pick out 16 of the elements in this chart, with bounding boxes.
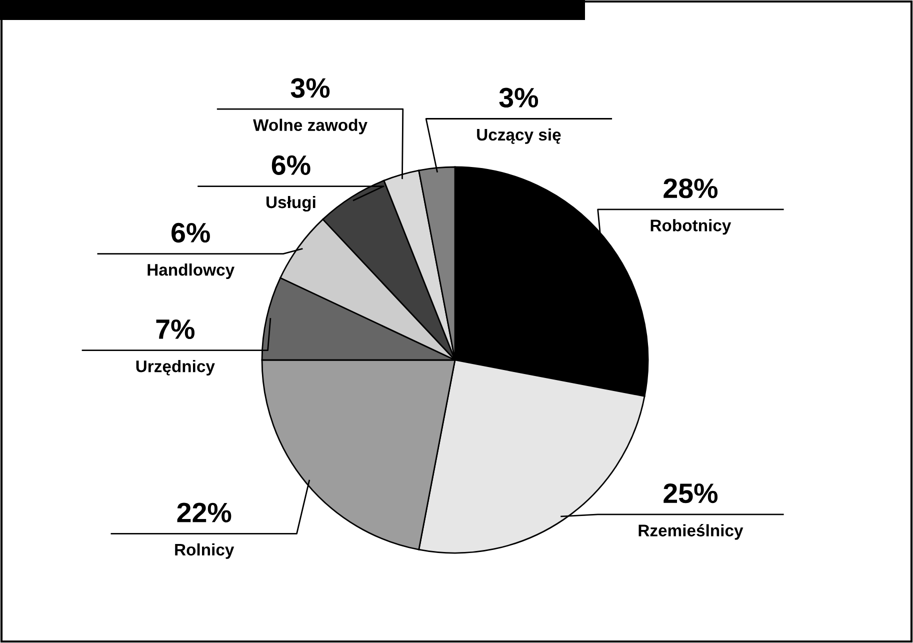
data-label: 28%	[664, 178, 718, 198]
data-label: 25%	[664, 483, 718, 504]
slice-label: Robotnicy	[650, 219, 732, 235]
data-label: 3%	[290, 78, 330, 98]
slice-label: Handlowcy	[148, 264, 234, 280]
slice-label: Wolne zawody	[253, 118, 368, 134]
data-label: 7%	[156, 319, 194, 340]
slice-label: Usługi	[266, 196, 316, 212]
data-label: 22%	[177, 502, 232, 522]
data-label: 3%	[499, 88, 538, 108]
data-label: 6%	[172, 222, 210, 243]
slice-label: Rzemieślnicy	[638, 524, 744, 540]
data-label: 6%	[272, 155, 310, 176]
slice-label: Urzędnicy	[136, 360, 215, 376]
slice-label: Uczący się	[477, 128, 561, 144]
slice-label: Rolnicy	[175, 543, 234, 559]
